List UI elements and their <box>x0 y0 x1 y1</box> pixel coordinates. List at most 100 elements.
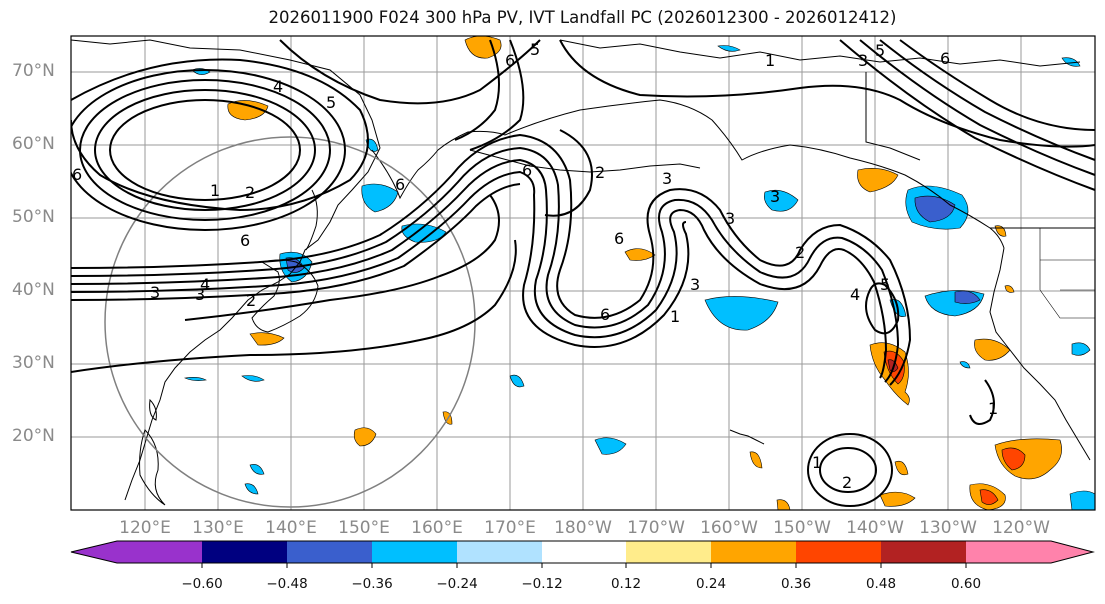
pv-jet-contour <box>71 158 888 379</box>
ivt-negative-patch <box>1071 342 1091 356</box>
pv-contour <box>559 39 1095 148</box>
contour-labels: 1 2 6 4 5 6 6 5 6 2 6 6 1 3 3 3 1 3 5 6 … <box>72 40 998 492</box>
pv-jet-contour <box>71 170 690 348</box>
colorbar-min-extend <box>71 541 117 563</box>
contour-label: 3 <box>195 285 205 304</box>
ivt-strong-patch <box>1001 447 1026 471</box>
pv-contour <box>184 194 500 321</box>
pv-jet-contour <box>71 183 521 301</box>
contour-label: 5 <box>326 93 336 112</box>
contour-label: 3 <box>150 283 160 302</box>
pv-contour <box>71 58 369 212</box>
arctic-coast <box>559 39 1081 67</box>
colorbar-tick-label: 0.12 <box>610 576 642 592</box>
ivt-positive-patch <box>776 499 791 510</box>
map-frame <box>70 35 1096 511</box>
colorbar-segment <box>966 541 1051 563</box>
pv-contour <box>544 129 593 217</box>
lon-label: 150°W <box>773 518 831 538</box>
lon-label: 120°W <box>992 518 1050 538</box>
contour-label: 5 <box>875 41 885 60</box>
contour-label: 3 <box>858 51 868 70</box>
contour-label: 4 <box>200 275 210 294</box>
ivt-negative-patch <box>183 377 207 381</box>
ivt-strong-patch <box>979 489 999 505</box>
pv-contour <box>819 447 877 493</box>
colorbar-segment <box>711 541 796 563</box>
ivt-negative-patch <box>244 483 259 495</box>
landfall-domain-circle <box>104 136 476 508</box>
contour-label: 1 <box>988 399 998 418</box>
lat-label: 20°N <box>12 426 55 446</box>
lat-label: 40°N <box>12 280 55 300</box>
pv-contour <box>109 99 301 201</box>
ivt-negative-patch <box>365 138 379 152</box>
contour-label: 3 <box>770 187 780 206</box>
pv-contour <box>279 39 541 105</box>
ivt-negative-patch <box>914 195 956 223</box>
lon-label: 160°W <box>700 518 758 538</box>
map-title: 2026011900 F024 300 hPa PV, IVT Landfall… <box>268 8 897 27</box>
colorbar-tick-label: 0.36 <box>780 576 812 592</box>
contour-label: 2 <box>842 473 852 492</box>
contour-label: 2 <box>795 243 805 262</box>
contour-label: 2 <box>246 291 256 310</box>
lon-label: 170°W <box>627 518 685 538</box>
lon-label: 140°E <box>265 518 317 538</box>
pv-contour <box>94 89 316 211</box>
ivt-negative-patch <box>401 223 447 243</box>
ivt-negative-patch <box>764 189 799 212</box>
pv-contour <box>899 39 1095 131</box>
contour-label: 2 <box>245 183 255 202</box>
pv-contour <box>469 39 525 151</box>
colorbar-segment <box>542 541 626 563</box>
ivt-shading <box>183 36 1095 510</box>
colorbar-tick-label: 0.24 <box>695 576 727 592</box>
ivt-positive-patch <box>624 248 656 261</box>
contour-label: 4 <box>273 77 283 96</box>
colorbar-tick-label: −0.24 <box>436 576 478 592</box>
lat-label: 70°N <box>12 61 55 81</box>
ivt-negative-patch <box>1061 57 1081 67</box>
ivt-negative-patch <box>249 464 265 475</box>
contour-label: 5 <box>530 40 540 59</box>
colorbar-segment <box>202 541 287 563</box>
pv-contour <box>839 39 1095 191</box>
pv-contour <box>865 282 900 335</box>
contour-label: 6 <box>940 49 950 68</box>
ivt-positive-patch <box>857 168 899 193</box>
pv-contour <box>879 39 1095 161</box>
ivt-negative-patch <box>954 290 981 304</box>
contour-label: 1 <box>765 51 775 70</box>
lon-label: 120°E <box>119 518 171 538</box>
pv-jet-contour <box>71 133 912 386</box>
pv-contour <box>859 39 1095 176</box>
ivt-negative-patch <box>594 437 627 455</box>
contour-label: 1 <box>670 307 680 326</box>
ivt-negative-patch <box>1069 490 1095 510</box>
contour-label: 3 <box>690 275 700 294</box>
contour-label: 6 <box>240 231 250 250</box>
ivt-negative-patch <box>717 45 741 52</box>
colorbar-segment <box>626 541 711 563</box>
canada-border <box>865 72 921 161</box>
philippines-coastline <box>139 429 166 506</box>
ivt-positive-patch <box>894 460 909 476</box>
ivt-positive-patch <box>227 100 269 121</box>
japan-coastline <box>251 259 319 333</box>
contour-label: 3 <box>662 169 672 188</box>
lon-label: 150°E <box>338 518 390 538</box>
colorbar-segment <box>287 541 372 563</box>
colorbar <box>70 540 1095 568</box>
contour-label: 1 <box>210 181 220 200</box>
pv-contour <box>969 379 995 425</box>
ivt-positive-patch <box>249 332 285 346</box>
pv-contours <box>71 39 1095 507</box>
contour-label: 6 <box>522 161 532 180</box>
alaska-coastline <box>504 99 1005 249</box>
colorbar-segment <box>457 541 542 563</box>
colorbar-max-extend <box>1051 541 1093 563</box>
north-america-west-coast <box>989 247 1091 461</box>
ivt-positive-patch <box>879 491 916 507</box>
